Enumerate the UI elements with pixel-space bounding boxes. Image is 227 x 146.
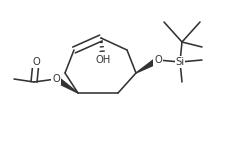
Text: O: O bbox=[32, 57, 40, 67]
Polygon shape bbox=[135, 57, 159, 73]
Polygon shape bbox=[54, 77, 78, 93]
Text: O: O bbox=[153, 55, 161, 65]
Text: Si: Si bbox=[175, 57, 184, 67]
Text: OH: OH bbox=[95, 55, 110, 65]
Text: O: O bbox=[52, 74, 60, 84]
